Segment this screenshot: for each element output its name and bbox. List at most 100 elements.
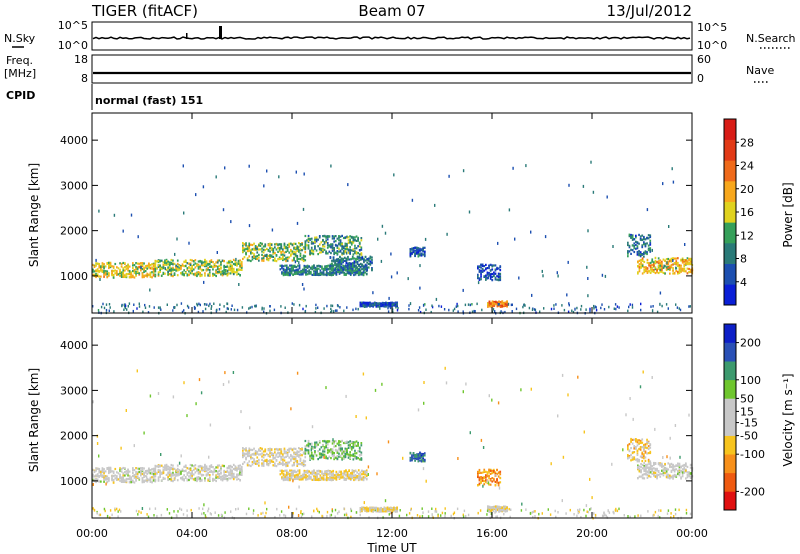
scatter-cell [262,245,265,248]
scatter-cell [417,251,420,254]
scatter-cell [314,478,317,481]
scatter-cell [338,452,340,455]
scatter-cell [491,272,494,276]
scatter-cell [367,304,370,307]
scatter-cell [124,274,126,277]
scatter-cell [246,464,249,467]
scatter-cell [125,472,128,476]
scatter-cell [651,266,654,269]
scatter-cell [261,464,263,467]
scatter-cell [205,261,208,264]
scatter-cell [200,264,203,267]
scatter-cell [116,478,118,481]
scatter-cell [120,480,123,483]
scatter-cell [477,273,479,276]
scatter-cell [212,466,214,469]
scatter-cell [325,473,328,476]
near-range-cell [210,305,213,308]
noise-cell [419,286,421,290]
scatter-cell [205,470,208,473]
scatter-cell [104,475,107,478]
scatter-cell [286,246,289,249]
noise-cell [345,251,348,255]
scatter-cell [120,476,123,479]
scatter-cell [197,273,200,276]
scatter-cell [349,475,352,478]
scatter-cell [164,259,166,262]
scatter-cell [197,260,200,263]
scatter-cell [194,467,197,470]
scatter-cell [305,478,307,481]
scatter-cell [341,452,343,455]
noise-cell [541,269,543,273]
scatter-cell [396,303,398,306]
scatter-cell [291,250,294,253]
scatter-cell [266,255,268,258]
scatter-cell [196,264,198,267]
scatter-cell [103,476,105,479]
sky-right-tick-bottom: 10^0 [697,39,727,52]
scatter-cell [243,247,246,250]
scatter-cell [172,480,174,483]
scatter-cell [314,471,317,474]
scatter-cell [681,269,684,272]
scatter-cell [313,266,315,269]
scatter-cell [345,264,347,267]
scatter-cell [246,247,249,250]
noise-cell [601,273,604,277]
near-range-cell [261,306,263,310]
near-range-cell [315,303,317,307]
near-range-cell [204,303,206,306]
scatter-cell [239,464,241,467]
scatter-cell [333,272,336,275]
scatter-cell [120,478,123,482]
scatter-cell [649,239,652,242]
scatter-cell [637,272,639,275]
scatter-cell [337,265,340,268]
scatter-cell [630,248,632,251]
near-range-cell [571,309,573,312]
scatter-cell [480,278,482,281]
scatter-cell [92,475,94,478]
scatter-cell [306,266,309,269]
scatter-cell [183,273,185,276]
scatter-cell [309,252,311,255]
scatter-cell [140,264,142,267]
scatter-cell [659,264,662,267]
scatter-cell [213,265,216,268]
scatter-cell [168,473,171,476]
scatter-cell [364,255,367,258]
scatter-cell [229,477,232,480]
scatter-cell [254,450,257,453]
scatter-cell [354,238,356,241]
scatter-cell [357,236,359,239]
scatter-cell [293,269,296,272]
scatter-cell [639,238,642,241]
near-range-cell [183,309,185,312]
scatter-cell [480,263,482,266]
scatter-cell [282,455,284,458]
scatter-cell [285,271,288,274]
scatter-cell [643,255,645,258]
scatter-cell [324,273,326,276]
scatter-cell [499,269,502,272]
scatter-cell [154,478,157,481]
scatter-cell [627,255,629,258]
scatter-cell [295,475,298,478]
noise-cell [99,278,101,281]
scatter-cell [96,273,99,276]
scatter-cell [419,454,421,457]
noise-cell [248,164,250,168]
scatter-cell [279,268,282,271]
noise-cell [556,271,558,275]
scatter-cell [254,462,257,465]
scatter-cell [352,454,355,458]
scatter-cell [331,259,333,262]
scatter-cell [357,239,359,242]
scatter-cell [101,263,104,266]
scatter-cell [204,258,206,261]
scatter-cell [272,453,275,456]
near-range-cell [176,303,178,307]
scatter-cell [678,267,681,271]
scatter-cell [357,238,359,241]
